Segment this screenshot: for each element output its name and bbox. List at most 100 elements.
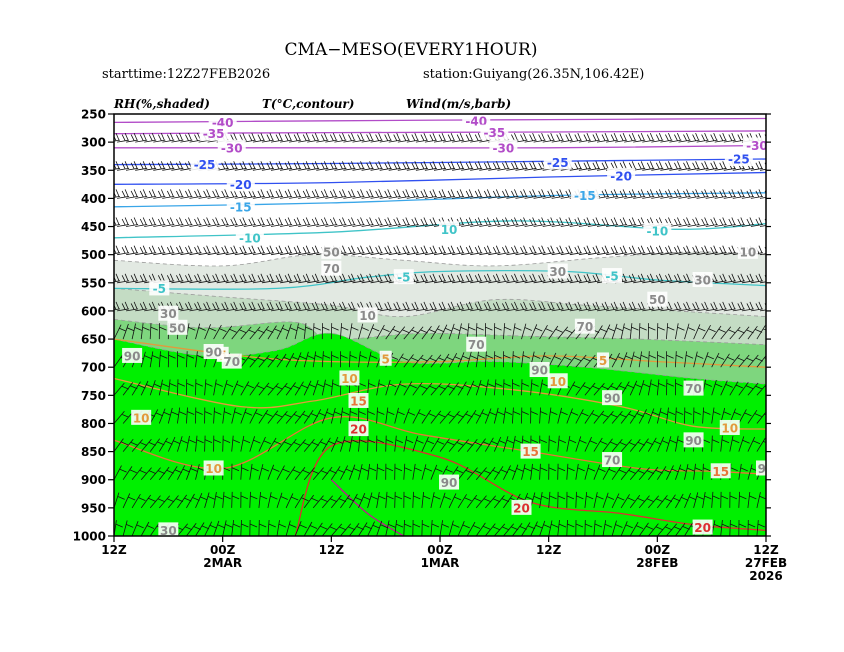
x-tick-label-0: 12Z xyxy=(101,543,127,557)
x-tick-label-6: 12Z xyxy=(753,543,779,557)
svg-text:10: 10 xyxy=(441,223,458,237)
svg-text:30: 30 xyxy=(160,307,177,321)
y-tick-label-550: 550 xyxy=(81,276,106,290)
rh-label-19: 90 xyxy=(439,474,460,490)
temp-label-25: 10 xyxy=(547,373,568,389)
rh-label-11: 90 xyxy=(122,347,143,363)
temp-label-27: 10 xyxy=(203,460,224,476)
y-tick-label-500: 500 xyxy=(81,248,106,262)
temp-contour-m5 xyxy=(114,269,766,290)
svg-text:20: 20 xyxy=(350,423,367,437)
temp-contour-m15 xyxy=(114,192,766,208)
svg-text:90: 90 xyxy=(531,364,548,378)
x-tick-date-5: 28FEB xyxy=(636,556,678,570)
y-tick-label-700: 700 xyxy=(81,361,106,375)
svg-text:90: 90 xyxy=(441,476,458,490)
x-tick-date-3: 1MAR xyxy=(421,556,460,570)
svg-text:70: 70 xyxy=(604,454,621,468)
temp-label-32: 20 xyxy=(511,499,532,515)
legend-wind: Wind(m/s,barb) xyxy=(406,97,511,111)
svg-text:-20: -20 xyxy=(610,169,632,183)
temp-label-12: -15 xyxy=(226,198,255,214)
rh-label-2: 30 xyxy=(547,263,568,279)
svg-text:-15: -15 xyxy=(230,200,252,214)
rh-label-14: 90 xyxy=(529,362,550,378)
svg-text:15: 15 xyxy=(522,445,539,459)
temp-label-31: 20 xyxy=(348,421,369,437)
svg-text:-30: -30 xyxy=(493,141,515,155)
svg-text:-25: -25 xyxy=(728,153,750,167)
svg-text:10: 10 xyxy=(133,411,150,425)
svg-text:90: 90 xyxy=(758,462,775,476)
chart-title: CMA−MESO(EVERY1HOUR) xyxy=(285,40,538,60)
x-tick-year-6: 2026 xyxy=(749,569,782,583)
svg-text:90: 90 xyxy=(604,392,621,406)
wind-barb-row-400 xyxy=(114,189,766,199)
svg-text:-20: -20 xyxy=(230,178,252,192)
temp-label-29: 15 xyxy=(520,443,541,459)
rh-label-20: 90 xyxy=(756,460,775,476)
rh-band-90 xyxy=(114,332,766,536)
temp-contour-m30 xyxy=(114,144,766,149)
svg-text:-25: -25 xyxy=(547,156,569,170)
svg-text:50: 50 xyxy=(649,293,666,307)
temp-label-30: 15 xyxy=(710,463,731,479)
svg-text:-30: -30 xyxy=(746,139,768,153)
svg-text:-10: -10 xyxy=(239,231,261,245)
temp-label-5: -30 xyxy=(489,139,518,155)
svg-text:5: 5 xyxy=(599,354,607,368)
svg-text:10: 10 xyxy=(359,309,376,323)
wind-barb-row-600 xyxy=(114,301,766,312)
rh-label-16: 90 xyxy=(602,390,623,406)
svg-text:-35: -35 xyxy=(483,126,505,140)
rh-label-12: 90 xyxy=(203,344,224,360)
temp-label-10: -20 xyxy=(226,176,255,192)
temp-label-33: 20 xyxy=(692,519,713,535)
svg-text:15: 15 xyxy=(350,394,367,408)
wind-barb-row-650 xyxy=(114,323,766,340)
station-label: station:Guiyang(26.35N,106.42E) xyxy=(423,67,644,82)
y-tick-label-800: 800 xyxy=(81,417,106,431)
x-tick-label-4: 12Z xyxy=(536,543,562,557)
temp-label-6: -30 xyxy=(742,137,768,153)
svg-text:-10: -10 xyxy=(646,225,668,239)
rh-label-5: 30 xyxy=(158,305,179,321)
x-tick-label-2: 12Z xyxy=(319,543,345,557)
temp-label-24: 10 xyxy=(339,370,360,386)
legend-temp: T(°C,contour) xyxy=(262,97,354,111)
temp-label-9: -25 xyxy=(724,151,753,167)
temp-label-17: -5 xyxy=(149,280,170,296)
y-tick-label-400: 400 xyxy=(81,192,106,206)
temp-label-3: -35 xyxy=(480,124,509,140)
rh-label-9: 70 xyxy=(574,318,595,334)
rh-label-10: 70 xyxy=(466,336,487,352)
temp-label-28: 15 xyxy=(348,392,369,408)
svg-text:70: 70 xyxy=(323,262,340,276)
svg-text:20: 20 xyxy=(513,501,530,515)
rh-label-21: 30 xyxy=(158,522,179,536)
svg-text:70: 70 xyxy=(223,355,240,369)
temp-label-11: -20 xyxy=(607,167,636,183)
plot-area: -40 -40-35 -35-30 -30 -30-25 -25 -25-20-20-15-… xyxy=(114,114,775,536)
temp-contour-25 xyxy=(330,479,405,536)
x-tick-date-6: 27FEB xyxy=(745,556,787,570)
rh-label-4: 10 xyxy=(737,243,758,259)
svg-text:10: 10 xyxy=(740,245,757,259)
y-tick-label-950: 950 xyxy=(81,501,106,515)
svg-text:50: 50 xyxy=(169,321,186,335)
svg-text:30: 30 xyxy=(549,265,566,279)
x-tick-label-1: 00Z xyxy=(210,543,236,557)
temp-label-21: 5 xyxy=(379,350,392,366)
temp-contour-m20 xyxy=(114,171,766,185)
x-tick-label-3: 00Z xyxy=(427,543,453,557)
y-tick-label-900: 900 xyxy=(81,473,106,487)
y-tick-label-600: 600 xyxy=(81,304,106,318)
svg-text:-15: -15 xyxy=(574,189,596,203)
svg-text:70: 70 xyxy=(685,382,702,396)
svg-text:10: 10 xyxy=(721,421,738,435)
rh-label-3: 30 xyxy=(692,271,713,287)
rh-label-8: 10 xyxy=(357,307,378,323)
y-tick-label-300: 300 xyxy=(81,136,106,150)
rh-label-6: 50 xyxy=(167,319,188,335)
